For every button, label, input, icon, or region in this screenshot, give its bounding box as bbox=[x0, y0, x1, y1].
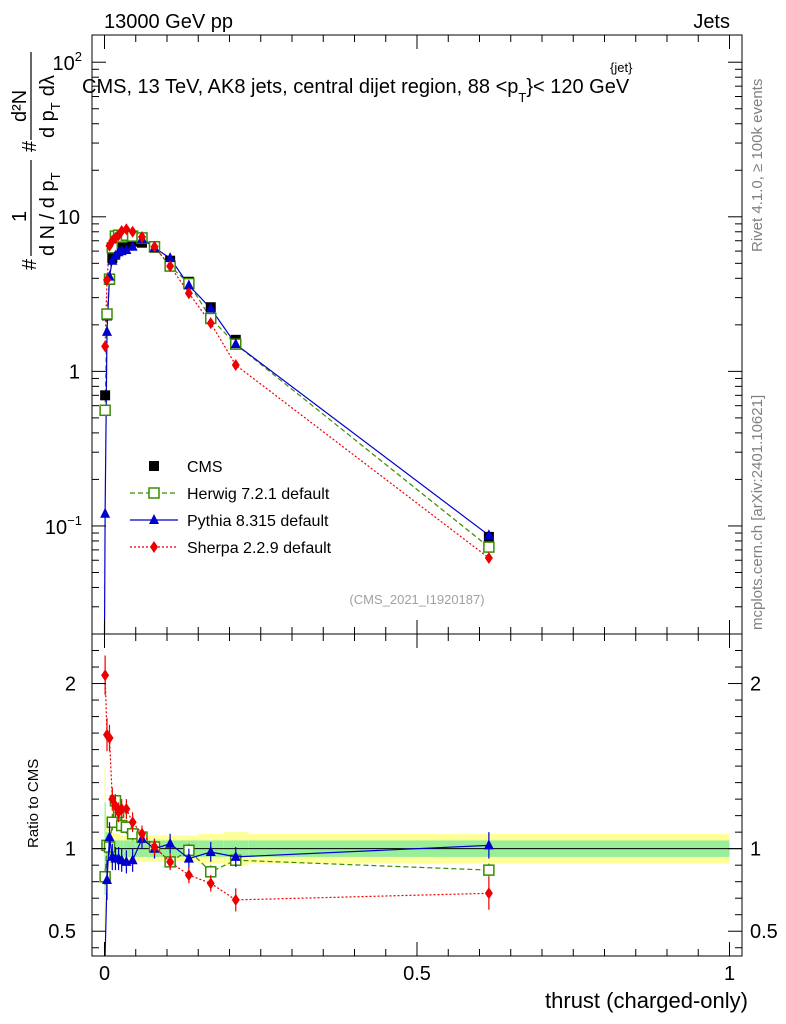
ratio-panel-frame bbox=[91, 633, 743, 957]
legend-label: Pythia 8.315 default bbox=[187, 513, 329, 530]
ratio-point-pythia bbox=[205, 845, 216, 856]
ratio-line-sherpa bbox=[104, 675, 489, 901]
plot-title-sup: {jet} bbox=[610, 60, 633, 75]
ratio-tick-label-right: 2 bbox=[750, 674, 761, 696]
ratio-point-sherpa bbox=[231, 893, 240, 906]
ratio-point-pythia bbox=[230, 850, 241, 861]
point-sherpa bbox=[231, 358, 240, 371]
ratio-point-pythia bbox=[483, 839, 494, 850]
ratio-point-sherpa bbox=[484, 887, 493, 900]
point-pythia bbox=[205, 302, 216, 313]
plot-title: CMS, 13 TeV, AK8 jets, central dijet reg… bbox=[82, 76, 630, 105]
ylabel-one: 1 bbox=[9, 211, 31, 222]
point-pythia bbox=[165, 252, 176, 263]
point-sherpa bbox=[484, 552, 493, 565]
point-sherpa bbox=[122, 223, 131, 236]
ratio-y-axis-label: Ratio to CMS bbox=[25, 759, 42, 848]
ratio-tick-label-left: 1 bbox=[65, 839, 76, 861]
legend-marker bbox=[148, 487, 160, 499]
y-tick-label: 102 bbox=[53, 49, 82, 75]
ratio-point-pythia bbox=[183, 852, 194, 863]
ratio-point-pythia bbox=[165, 837, 176, 848]
ylabel-hash-1: # bbox=[19, 258, 41, 270]
x-tick-label: 0 bbox=[99, 963, 110, 985]
y-tick-label: 1 bbox=[69, 361, 80, 383]
ratio-point-sherpa bbox=[122, 803, 131, 816]
axis-ticks: 0 0.5 1 10−1 1 10 102 0.5 0.5 1 1 2 2 bbox=[45, 35, 778, 985]
legend-marker bbox=[149, 461, 159, 471]
ratio-point-sherpa bbox=[150, 841, 159, 854]
point-sherpa bbox=[103, 274, 111, 287]
point-sherpa bbox=[184, 287, 193, 300]
point-sherpa bbox=[128, 225, 137, 238]
point-sherpa bbox=[166, 260, 175, 273]
ratio-point-sherpa bbox=[101, 669, 110, 682]
point-herwig bbox=[483, 541, 495, 553]
category-label: Jets bbox=[693, 11, 730, 33]
ratio-point-sherpa bbox=[166, 855, 175, 868]
point-cms bbox=[100, 390, 111, 401]
point-pythia bbox=[100, 507, 111, 518]
legend-label: CMS bbox=[187, 459, 223, 476]
plot-title-sub: T bbox=[518, 90, 526, 105]
ratio-tick-label-left: 0.5 bbox=[48, 921, 76, 943]
x-tick-label: 0.5 bbox=[403, 963, 431, 985]
point-pythia bbox=[102, 325, 112, 336]
ratio-point-sherpa bbox=[128, 816, 137, 829]
main-panel-series bbox=[99, 223, 495, 635]
plot-title-tail: }< 120 GeV bbox=[526, 76, 630, 98]
ratio-point-sherpa bbox=[117, 803, 126, 816]
legend-marker bbox=[149, 514, 159, 524]
ratio-point-sherpa bbox=[105, 732, 114, 745]
collision-label: 13000 GeV pp bbox=[104, 11, 233, 33]
ratio-panel-series bbox=[99, 655, 495, 957]
point-sherpa bbox=[101, 340, 110, 353]
y-tick-label: 10 bbox=[58, 207, 80, 229]
y-tick-label: 10−1 bbox=[45, 513, 82, 539]
ylabel-d2n: d²N bbox=[9, 90, 31, 122]
plot-title-main: CMS, 13 TeV, AK8 jets, central dijet reg… bbox=[82, 76, 518, 98]
point-pythia bbox=[121, 243, 132, 254]
ratio-point-herwig bbox=[120, 821, 133, 833]
rivet-version-label: Rivet 4.1.0, ≥ 100k events bbox=[749, 79, 766, 252]
point-pythia bbox=[183, 279, 194, 290]
point-cms bbox=[121, 238, 132, 249]
point-pythia bbox=[127, 240, 138, 251]
point-herwig bbox=[101, 308, 113, 320]
ratio-point-sherpa bbox=[206, 877, 215, 890]
ratio-point-herwig bbox=[483, 864, 495, 876]
analysis-tag: (CMS_2021_I1920187) bbox=[349, 592, 484, 607]
legend-marker bbox=[150, 541, 158, 553]
legend-label: Herwig 7.2.1 default bbox=[187, 486, 330, 503]
ylabel-hash-2: # bbox=[19, 140, 41, 152]
ylabel-dpt-dlambda: d pTdλ bbox=[37, 75, 63, 138]
ratio-point-sherpa bbox=[138, 827, 146, 840]
ratio-tick-label-left: 2 bbox=[65, 674, 76, 696]
point-sherpa bbox=[138, 231, 146, 244]
point-sherpa bbox=[206, 317, 215, 330]
ratio-tick-label-right: 0.5 bbox=[750, 921, 778, 943]
ratio-tick-label-right: 1 bbox=[750, 839, 761, 861]
point-sherpa bbox=[150, 240, 159, 253]
ylabel-denominator: d N / d pT bbox=[37, 172, 63, 256]
ratio-point-sherpa bbox=[184, 869, 193, 882]
ratio-point-pythia bbox=[102, 874, 112, 885]
point-pythia bbox=[230, 338, 241, 349]
legend: CMS Herwig 7.2.1 default Pythia 8.315 defa… bbox=[130, 459, 332, 557]
pythia-edge-line bbox=[103, 513, 106, 635]
point-pythia bbox=[483, 529, 494, 540]
mcplots-label: mcplots.cern.ch [arXiv:2401.10621] bbox=[749, 395, 766, 630]
ratio-point-pythia bbox=[127, 854, 138, 865]
point-herwig bbox=[99, 404, 111, 417]
legend-label: Sherpa 2.2.9 default bbox=[187, 540, 332, 557]
ratio-point-herwig bbox=[106, 816, 119, 828]
x-axis-label: thrust (charged-only) bbox=[545, 988, 748, 1013]
ratio-point-pythia bbox=[104, 831, 115, 842]
x-tick-label: 1 bbox=[724, 963, 735, 985]
main-y-axis-label: # 1 d N / d pT # d²N d pTdλ bbox=[9, 52, 63, 270]
